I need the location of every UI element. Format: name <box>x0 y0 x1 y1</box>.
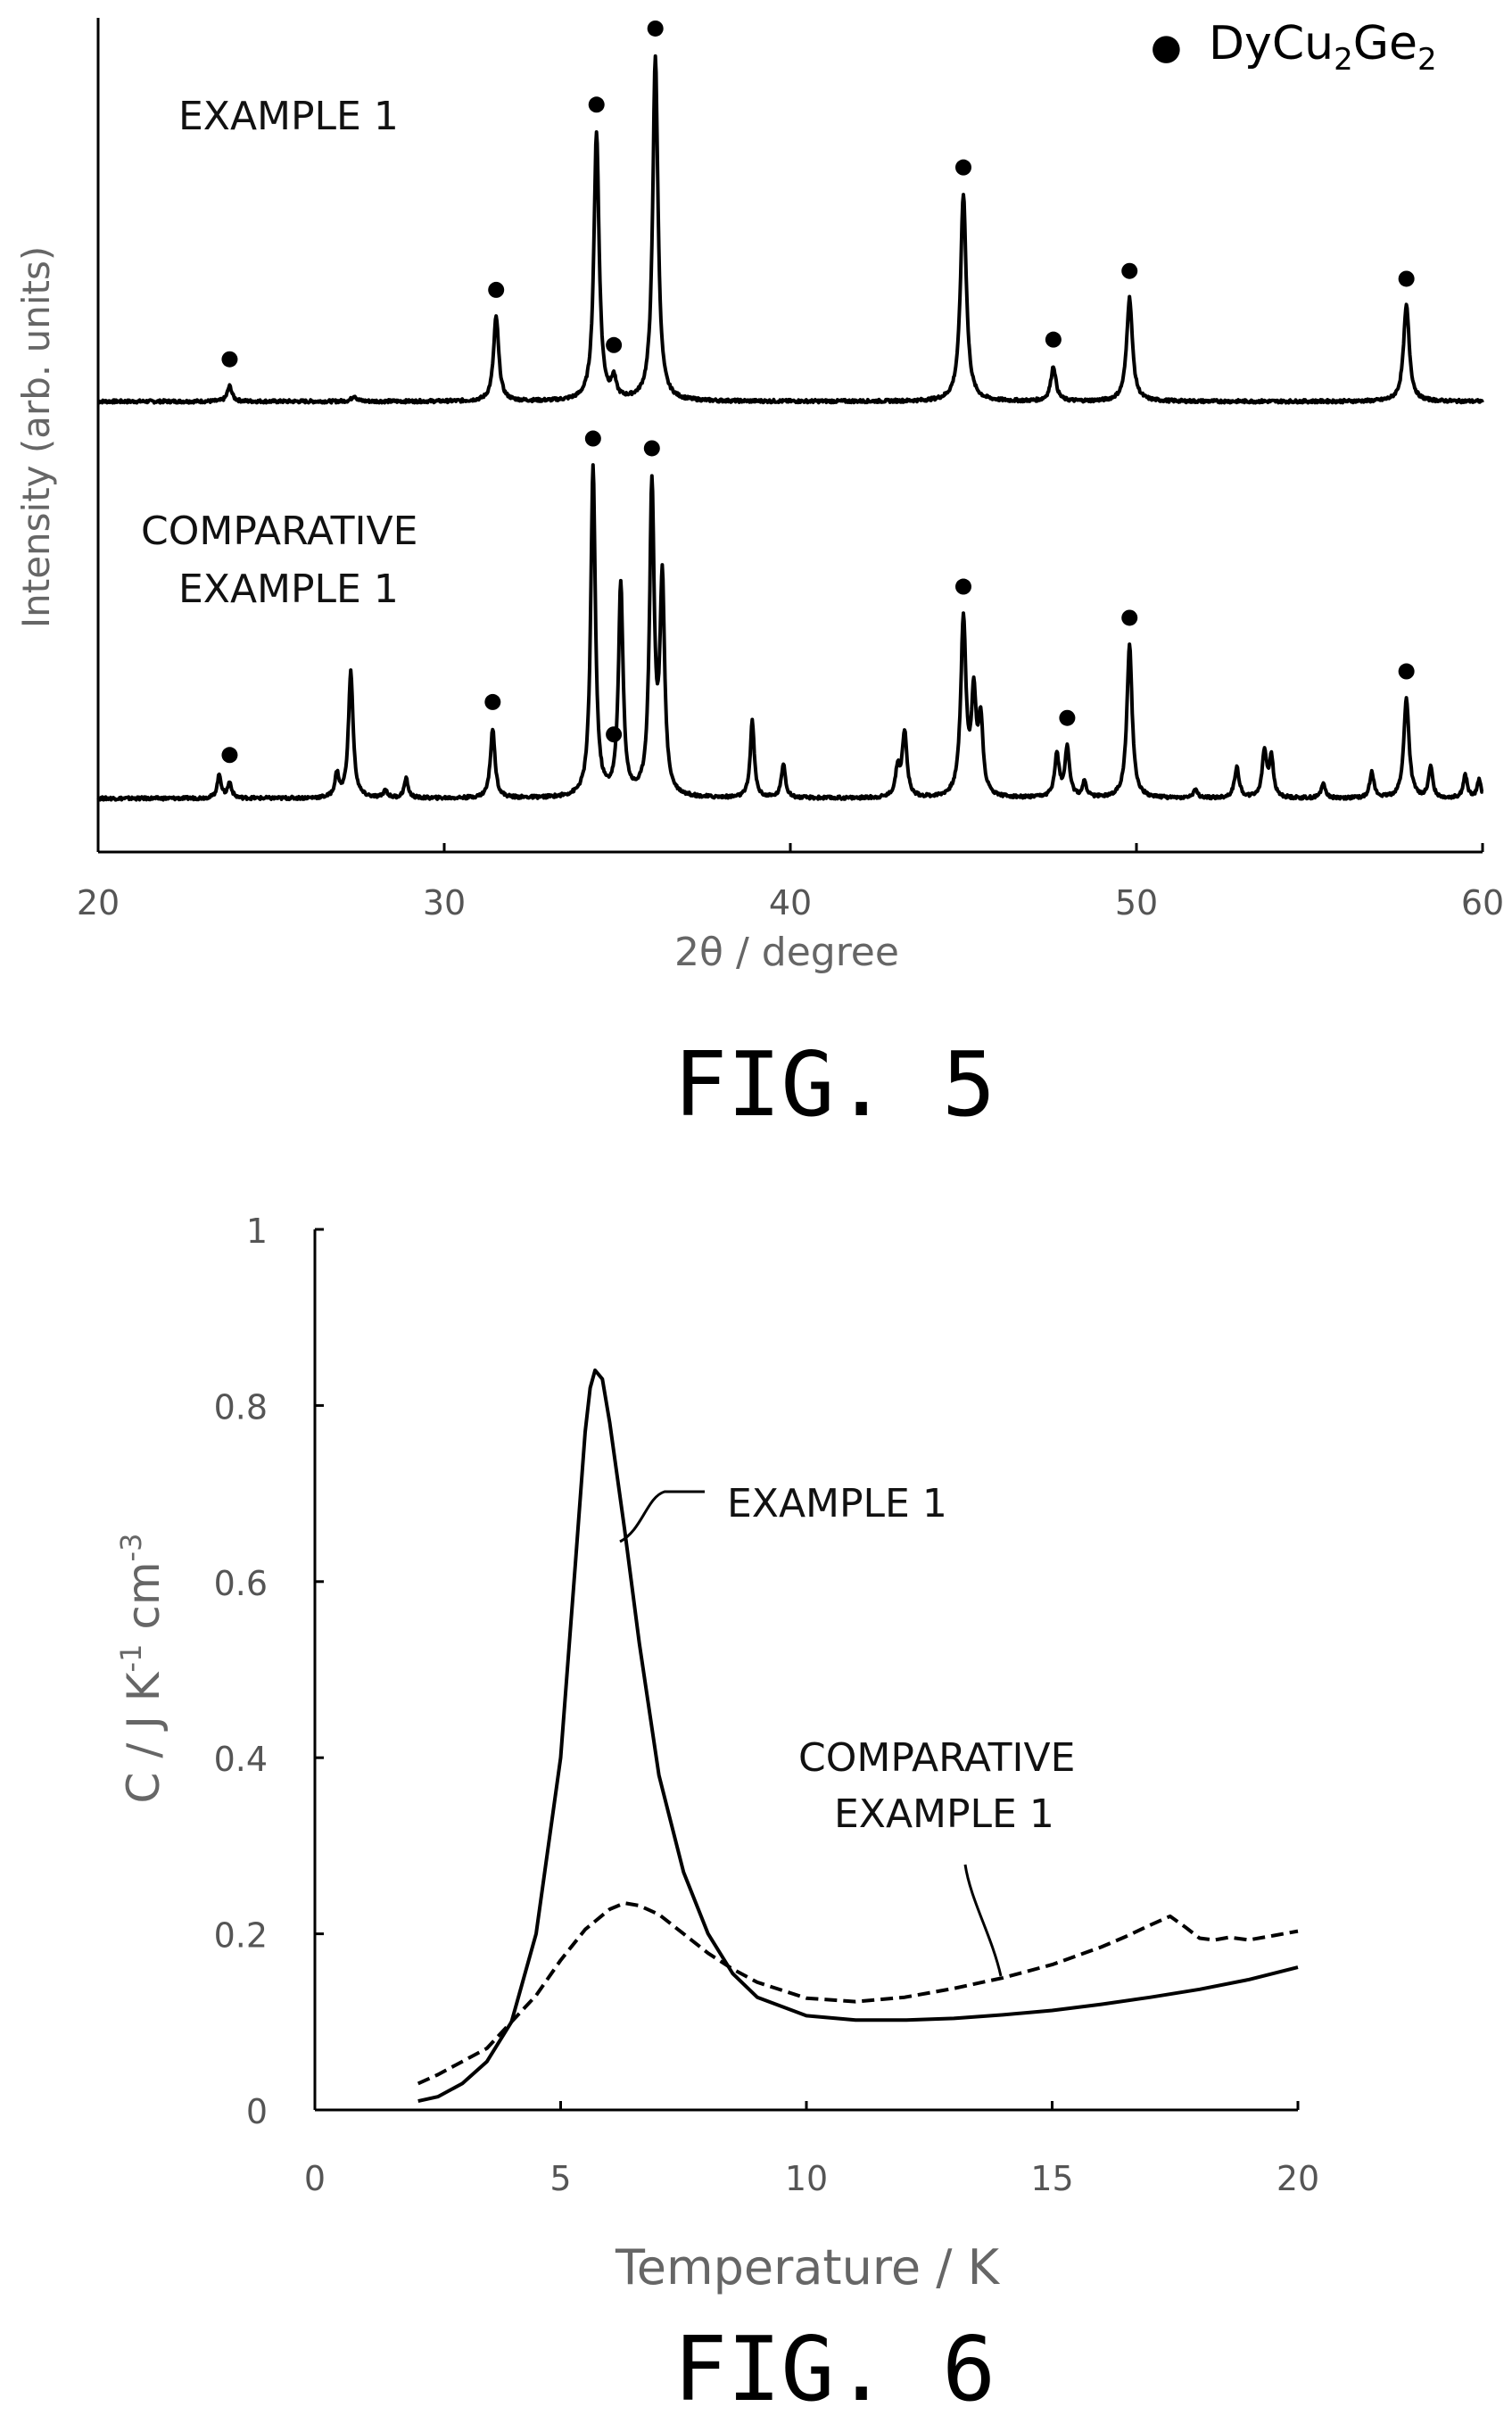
fig5-x-tick-label: 20 <box>77 883 120 922</box>
fig6-label-comparative-line2: EXAMPLE 1 <box>834 1791 1054 1837</box>
fig5-peak-marker <box>606 336 623 353</box>
fig5-label-example1: EXAMPLE 1 <box>178 94 399 139</box>
fig6-x-tick-label: 5 <box>549 2159 571 2198</box>
fig5-x-tick-label: 40 <box>769 883 812 922</box>
fig5-peak-marker <box>221 351 238 368</box>
fig6-x-tick-label: 20 <box>1277 2159 1319 2198</box>
fig6-axes <box>313 1229 1298 2112</box>
fig6-x-tick-label: 0 <box>304 2159 326 2198</box>
fig5-peak-marker <box>643 440 660 457</box>
fig5-x-tick-label: 30 <box>423 883 466 922</box>
fig5-legend: ● DyCu2Ge2 <box>1151 17 1437 78</box>
fig6-heat-capacity-chart: 0 5 10 15 20 0 0.2 0.4 0.6 0.8 1 C / J K-1 cm-3 T… <box>114 1212 1319 2421</box>
fig6-y-tick-label: 0.4 <box>214 1740 268 1779</box>
fig6-y-tick-label: 0.6 <box>214 1564 268 1603</box>
fig5-curves <box>96 54 1484 802</box>
fig5-peak-marker <box>1121 262 1138 279</box>
fig6-label-example1: EXAMPLE 1 <box>727 1481 947 1526</box>
legend-entry-dycu2ge2: DyCu2Ge2 <box>1209 17 1437 78</box>
fig5-peak-marker <box>955 159 971 176</box>
fig5-peak-marker <box>1398 270 1415 287</box>
fig6-x-ticks: 0 5 10 15 20 <box>304 2101 1319 2198</box>
fig5-label-comparative-line2: EXAMPLE 1 <box>178 567 399 612</box>
fig6-series-1 <box>417 1901 1299 2086</box>
fig6-y-tick-label: 0 <box>246 2092 268 2131</box>
fig5-x-tick-label: 50 <box>1115 883 1158 922</box>
fig6-y-tick-label: 1 <box>246 1212 268 1251</box>
fig5-peak-marker <box>221 747 238 764</box>
fig5-series-1 <box>96 463 1484 802</box>
fig5-x-ticks: 20 30 40 50 60 <box>77 843 1504 922</box>
fig6-label-comparative-line1: COMPARATIVE <box>798 1735 1075 1781</box>
fig5-peak-markers <box>221 20 1415 764</box>
fig6-leader-comparative <box>963 1864 1003 1977</box>
fig5-figure-label: FIG. 5 <box>673 1032 996 1137</box>
fig5-peak-marker <box>1045 331 1062 348</box>
fig6-x-axis-label: Temperature / K <box>615 2239 1001 2296</box>
fig5-y-axis-label: Intensity (arb. units) <box>14 246 58 629</box>
fig5-peak-marker <box>1121 609 1138 626</box>
fig5-peak-marker <box>484 693 501 710</box>
fig6-x-tick-label: 15 <box>1030 2159 1073 2198</box>
fig6-series-0 <box>417 1368 1299 2104</box>
fig5-x-tick-label: 60 <box>1461 883 1504 922</box>
fig6-x-tick-label: 10 <box>785 2159 828 2198</box>
fig5-series-0 <box>96 54 1484 405</box>
fig6-y-ticks: 0 0.2 0.4 0.6 0.8 1 <box>214 1212 324 2131</box>
fig6-leader-example1 <box>619 1490 705 1543</box>
fig5-peak-marker <box>488 281 505 298</box>
fig5-peak-marker <box>584 430 601 447</box>
fig5-peak-marker <box>1398 663 1415 680</box>
fig6-y-axis-label: C / J K-1 cm-3 <box>114 1534 169 1804</box>
legend-marker: ● <box>1151 27 1182 68</box>
fig5-peak-marker <box>1059 709 1076 726</box>
fig5-peak-marker <box>955 578 971 595</box>
fig6-y-tick-label: 0.2 <box>214 1916 268 1956</box>
fig6-curves <box>417 1368 1299 2104</box>
fig5-axes <box>96 18 1483 854</box>
fig5-label-comparative-line1: COMPARATIVE <box>141 509 417 554</box>
fig5-xrd-chart: 20 30 40 50 60 Intensity (arb. units) 2θ / d… <box>14 17 1504 1137</box>
fig5-peak-marker <box>647 20 664 37</box>
fig5-x-axis-label: 2θ / degree <box>674 930 899 975</box>
fig5-peak-marker <box>606 726 623 743</box>
fig5-peak-marker <box>588 96 605 113</box>
fig6-figure-label: FIG. 6 <box>673 2317 996 2421</box>
fig6-y-tick-label: 0.8 <box>214 1387 268 1427</box>
